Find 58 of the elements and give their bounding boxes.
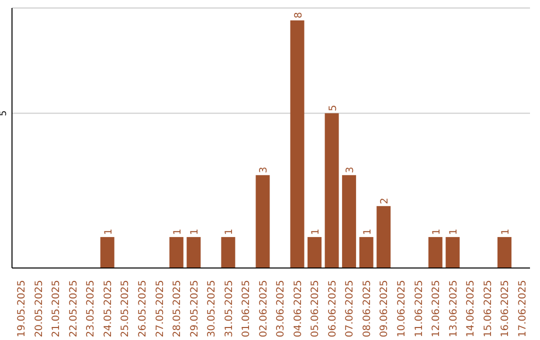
x-tick-label: 03.06.2025 — [276, 280, 287, 338]
x-tick-label: 14.06.2025 — [466, 280, 477, 338]
data-label: 1 — [224, 228, 236, 236]
x-tick-label: 25.05.2025 — [120, 280, 132, 338]
data-label: 2 — [380, 198, 391, 204]
data-label: 1 — [172, 228, 184, 236]
x-tick-label: 22.05.2025 — [68, 280, 80, 338]
bar — [290, 20, 304, 268]
x-tick-label: 10.06.2025 — [396, 280, 408, 338]
data-label: 1 — [431, 228, 442, 236]
x-tick-label: 13.06.2025 — [448, 280, 460, 338]
data-label: 8 — [293, 12, 304, 18]
x-tick-label: 04.06.2025 — [292, 280, 304, 338]
x-tick-label: 05.06.2025 — [310, 280, 322, 338]
bar — [376, 206, 391, 268]
data-label: 3 — [345, 166, 356, 174]
data-label: 1 — [500, 228, 512, 236]
x-tick-label: 30.05.2025 — [206, 280, 218, 338]
x-tick-label: 26.05.2025 — [138, 280, 148, 338]
bar — [342, 175, 356, 268]
x-tick-label: 23.05.2025 — [86, 280, 97, 338]
data-label: 3 — [258, 166, 270, 174]
x-tick-label: 16.06.2025 — [500, 280, 512, 338]
bar — [497, 237, 512, 268]
x-tick-label: 21.05.2025 — [51, 280, 62, 338]
x-tick-label: 15.06.2025 — [482, 280, 494, 338]
x-tick-label: 17.06.2025 — [517, 280, 528, 338]
x-tick-label: 24.05.2025 — [102, 280, 114, 338]
data-label: 1 — [190, 228, 201, 236]
bar — [428, 237, 442, 268]
x-tick-label: 19.05.2025 — [16, 280, 28, 338]
data-label: 1 — [362, 228, 374, 236]
bar — [100, 237, 114, 268]
x-tick-label: 01.06.2025 — [241, 280, 252, 338]
x-tick-label: 20.05.2025 — [34, 280, 45, 338]
x-tick-label: 27.05.2025 — [154, 280, 166, 338]
x-tick-label: 06.06.2025 — [327, 280, 338, 338]
bar — [221, 237, 236, 268]
bar — [256, 175, 270, 268]
x-tick-label: 02.06.2025 — [258, 280, 270, 338]
data-label: 1 — [448, 228, 460, 236]
data-label: 1 — [310, 228, 322, 236]
bar — [324, 113, 339, 268]
x-tick-label: 07.06.2025 — [344, 280, 356, 338]
x-tick-label: 12.06.2025 — [431, 280, 442, 338]
bar — [186, 237, 201, 268]
x-tick-label: 29.05.2025 — [189, 280, 200, 338]
x-tick-label: 08.06.2025 — [362, 280, 373, 338]
x-tick-label: 11.06.2025 — [414, 280, 425, 338]
bar — [169, 237, 184, 268]
x-tick-label: 31.05.2025 — [224, 280, 235, 338]
bar — [308, 237, 322, 268]
bar — [359, 237, 374, 268]
data-label: 1 — [103, 228, 114, 236]
x-tick-label: 28.05.2025 — [172, 280, 184, 338]
x-tick-label: 09.06.2025 — [379, 280, 390, 338]
data-label: 5 — [328, 104, 339, 112]
bar — [446, 237, 460, 268]
